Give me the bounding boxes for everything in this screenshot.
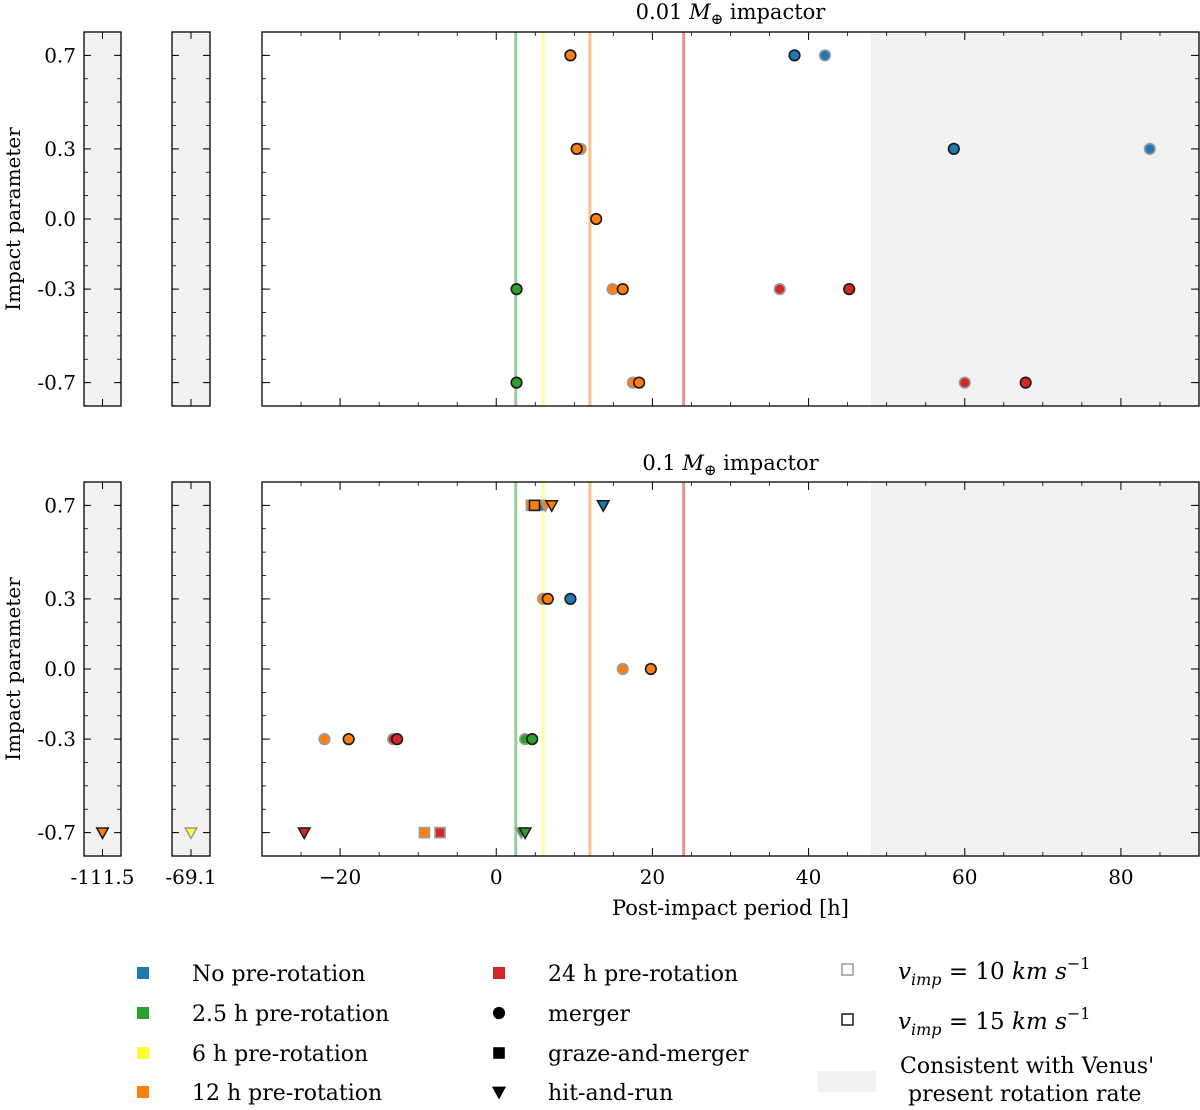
data-point (947, 142, 960, 155)
x-tick-label: 0 (490, 865, 503, 889)
x-tick-label: 20 (640, 865, 665, 889)
broken-axis-frame (83, 31, 122, 407)
data-point (418, 826, 431, 839)
x-tick-label: −20 (319, 865, 361, 889)
legend-swatch (493, 967, 505, 979)
panel-title: 0.01 M⊕ impactor (636, 0, 827, 28)
x-tick-label: 60 (952, 865, 977, 889)
y-axis-label: Impact parameter (1, 577, 25, 761)
legend-marker (492, 1006, 506, 1020)
data-point (541, 592, 554, 605)
data-point (616, 662, 629, 676)
legend-shade-swatch (818, 1071, 876, 1092)
y-tick-label: 0.7 (44, 493, 76, 517)
legend-label: present rotation rate (908, 1082, 1141, 1107)
data-point (564, 49, 577, 62)
y-tick-label: 0.3 (44, 587, 76, 611)
data-point (633, 376, 646, 389)
y-tick-label: -0.7 (37, 821, 76, 845)
y-axis-label: Impact parameter (1, 127, 25, 311)
legend: No pre-rotation 2.5 h pre-rotation 6 h pre… (137, 954, 1154, 1107)
legend-marker (841, 963, 854, 976)
data-point (544, 500, 559, 513)
broken-axis-frame (171, 481, 211, 857)
data-point (570, 142, 583, 155)
data-point (590, 212, 603, 226)
panel-1: 0.7 0.3 0.0 -0.3 -0.7 0.01 M⊕ impactor Impact … (1, 0, 1200, 407)
data-point (342, 733, 355, 746)
data-point (528, 499, 541, 512)
data-point (606, 283, 619, 296)
data-point (518, 827, 533, 840)
legend-marker (841, 1013, 854, 1026)
legend-marker (491, 1086, 507, 1100)
broken-axis-2: -69.1 (165, 481, 217, 889)
data-point (318, 733, 331, 746)
data-point (526, 733, 539, 746)
y-tick-label: 0.3 (44, 137, 76, 161)
broken-axis-frame (171, 31, 211, 407)
venus-consistent-region (871, 482, 1199, 856)
legend-label: vimp = 15 km s−1 (898, 1004, 1090, 1039)
data-point (788, 49, 801, 62)
broken-axis-frame (83, 481, 122, 857)
broken-axis-tick-label: -69.1 (165, 865, 216, 889)
legend-label: 2.5 h pre-rotation (192, 1002, 389, 1027)
panel-2: -111.5 -69.1 −20 0 20 40 60 80 0.7 0.3 0.0 -0.3 -0.7… (1, 451, 1200, 920)
legend-label: merger (548, 1002, 631, 1027)
data-point (510, 283, 523, 296)
legend-label: 24 h pre-rotation (548, 962, 738, 987)
data-point (510, 376, 523, 389)
legend-marker (493, 1047, 505, 1059)
legend-swatch (137, 1086, 149, 1098)
legend-label: No pre-rotation (192, 962, 366, 987)
data-point (843, 283, 856, 296)
data-point (95, 827, 110, 840)
y-tick-label: 0.0 (44, 657, 76, 681)
data-point (183, 827, 199, 840)
data-point (616, 283, 629, 296)
x-tick-label: 40 (796, 865, 821, 889)
legend-label: 12 h pre-rotation (192, 1081, 382, 1106)
panel-title: 0.1 M⊕ impactor (642, 451, 819, 479)
legend-label: vimp = 10 km s−1 (898, 954, 1090, 989)
data-point (773, 283, 786, 296)
data-point (564, 592, 577, 605)
legend-swatch (137, 967, 149, 979)
main-axis: −20 0 20 40 60 80 (261, 481, 1200, 889)
panels: 0.7 0.3 0.0 -0.3 -0.7 0.01 M⊕ impactor Impact … (1, 0, 1200, 920)
broken-axis-1: -111.5 (70, 481, 135, 889)
data-point (1143, 142, 1156, 155)
y-tick-label: -0.3 (37, 277, 76, 301)
legend-swatch (137, 1007, 149, 1019)
legend-label: graze-and-merger (548, 1042, 749, 1067)
data-point (297, 827, 312, 840)
y-tick-label: -0.7 (37, 371, 76, 395)
y-tick-label: -0.3 (37, 727, 76, 751)
broken-axis-2 (171, 31, 211, 407)
data-point (644, 662, 657, 676)
legend-label: 6 h pre-rotation (192, 1042, 368, 1067)
data-point (434, 826, 446, 839)
y-tick-label: 0.0 (44, 207, 76, 231)
broken-axis-1 (83, 31, 122, 407)
legend-label: Consistent with Venus' (900, 1054, 1154, 1079)
x-axis-label: Post-impact period [h] (612, 896, 849, 920)
y-tick-label: 0.7 (44, 43, 76, 67)
data-point (818, 49, 832, 62)
data-point (1019, 376, 1032, 389)
main-axis (261, 31, 1200, 407)
data-point (390, 733, 404, 746)
main-axis-frame (261, 481, 1200, 857)
legend-label: hit-and-run (548, 1081, 673, 1106)
broken-axis-tick-label: -111.5 (70, 865, 134, 889)
main-axis-frame (261, 31, 1200, 407)
data-point (596, 500, 611, 513)
x-tick-label: 80 (1108, 865, 1133, 889)
venus-consistent-region (871, 32, 1199, 406)
legend-swatch (137, 1047, 149, 1059)
data-point (958, 376, 971, 389)
